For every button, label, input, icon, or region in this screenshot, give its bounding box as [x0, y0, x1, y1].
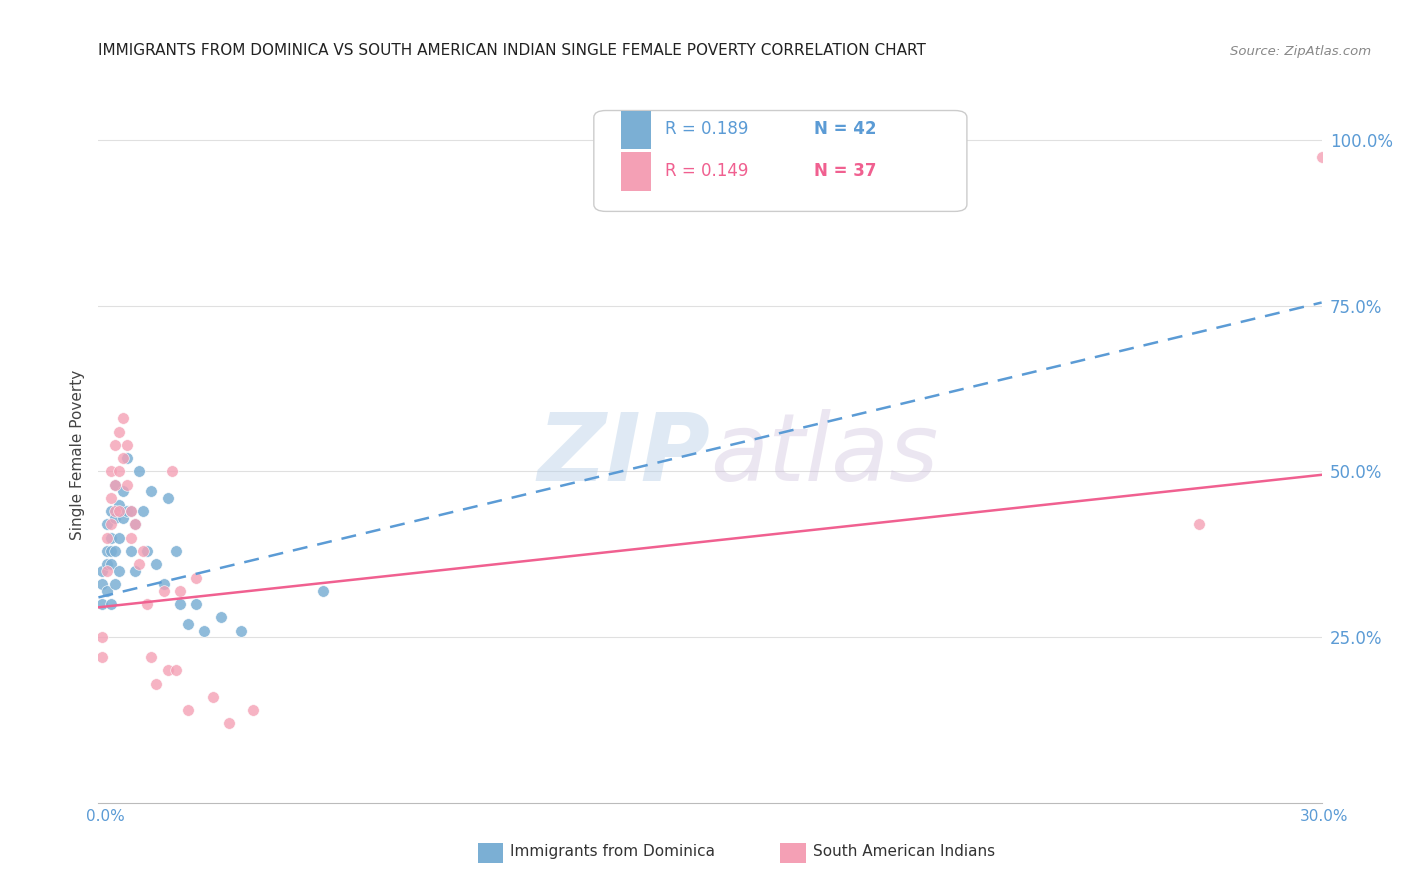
Point	[201, 690, 224, 704]
Point	[209, 610, 232, 624]
Point	[104, 438, 127, 452]
Point	[96, 583, 118, 598]
Y-axis label: Single Female Poverty: Single Female Poverty	[70, 370, 86, 540]
Text: Immigrants from Dominica: Immigrants from Dominica	[510, 845, 716, 859]
Point	[145, 676, 167, 690]
Point	[312, 583, 335, 598]
Point	[115, 477, 138, 491]
Point	[169, 583, 191, 598]
Point	[145, 558, 167, 572]
Point	[156, 491, 179, 505]
Text: N = 42: N = 42	[814, 120, 876, 138]
Point	[115, 504, 138, 518]
Point	[108, 498, 131, 512]
Point	[124, 517, 146, 532]
Point	[120, 544, 142, 558]
Point	[108, 465, 131, 479]
Point	[104, 504, 127, 518]
Point	[100, 504, 122, 518]
Text: ZIP: ZIP	[537, 409, 710, 501]
FancyBboxPatch shape	[620, 153, 651, 191]
Point	[91, 630, 114, 644]
Point	[132, 504, 155, 518]
Point	[160, 465, 183, 479]
Point	[156, 663, 179, 677]
Point	[100, 491, 122, 505]
Point	[100, 531, 122, 545]
Point	[177, 616, 200, 631]
Point	[218, 716, 240, 731]
Point	[111, 411, 134, 425]
Point	[104, 544, 127, 558]
Text: 30.0%: 30.0%	[1301, 809, 1348, 824]
Point	[96, 544, 118, 558]
Point	[120, 504, 142, 518]
Text: R = 0.149: R = 0.149	[665, 162, 748, 180]
Point	[136, 544, 159, 558]
Point	[128, 558, 150, 572]
Point	[124, 564, 146, 578]
Point	[96, 558, 118, 572]
Point	[96, 564, 118, 578]
Point	[141, 484, 163, 499]
Point	[231, 624, 253, 638]
Point	[152, 583, 174, 598]
Text: 0.0%: 0.0%	[86, 809, 125, 824]
Point	[100, 558, 122, 572]
Point	[100, 544, 122, 558]
Point	[152, 577, 174, 591]
Text: IMMIGRANTS FROM DOMINICA VS SOUTH AMERICAN INDIAN SINGLE FEMALE POVERTY CORRELAT: IMMIGRANTS FROM DOMINICA VS SOUTH AMERIC…	[98, 43, 927, 58]
Point	[104, 477, 127, 491]
Point	[91, 597, 114, 611]
Point	[165, 544, 187, 558]
Point	[132, 544, 155, 558]
Point	[111, 511, 134, 525]
Text: N = 37: N = 37	[814, 162, 876, 180]
Point	[1310, 150, 1333, 164]
Point	[165, 663, 187, 677]
Point	[96, 531, 118, 545]
Point	[108, 531, 131, 545]
Point	[108, 425, 131, 439]
Point	[136, 597, 159, 611]
Point	[100, 597, 122, 611]
Point	[120, 504, 142, 518]
Point	[186, 597, 208, 611]
Point	[91, 564, 114, 578]
Text: atlas: atlas	[710, 409, 938, 500]
Text: Source: ZipAtlas.com: Source: ZipAtlas.com	[1230, 45, 1371, 58]
Point	[177, 703, 200, 717]
Point	[141, 650, 163, 665]
Point	[193, 624, 215, 638]
Point	[91, 577, 114, 591]
Point	[186, 570, 208, 584]
Point	[115, 438, 138, 452]
Point	[128, 465, 150, 479]
Point	[100, 465, 122, 479]
Point	[96, 517, 118, 532]
Point	[108, 564, 131, 578]
Point	[120, 531, 142, 545]
Point	[91, 650, 114, 665]
Point	[242, 703, 264, 717]
Point	[124, 517, 146, 532]
Text: South American Indians: South American Indians	[813, 845, 995, 859]
Point	[100, 517, 122, 532]
Point	[104, 477, 127, 491]
Point	[104, 577, 127, 591]
Point	[1188, 517, 1211, 532]
Point	[115, 451, 138, 466]
Point	[111, 451, 134, 466]
Point	[111, 484, 134, 499]
FancyBboxPatch shape	[620, 111, 651, 149]
Point	[169, 597, 191, 611]
FancyBboxPatch shape	[593, 111, 967, 211]
Point	[108, 504, 131, 518]
Point	[104, 511, 127, 525]
Text: R = 0.189: R = 0.189	[665, 120, 748, 138]
